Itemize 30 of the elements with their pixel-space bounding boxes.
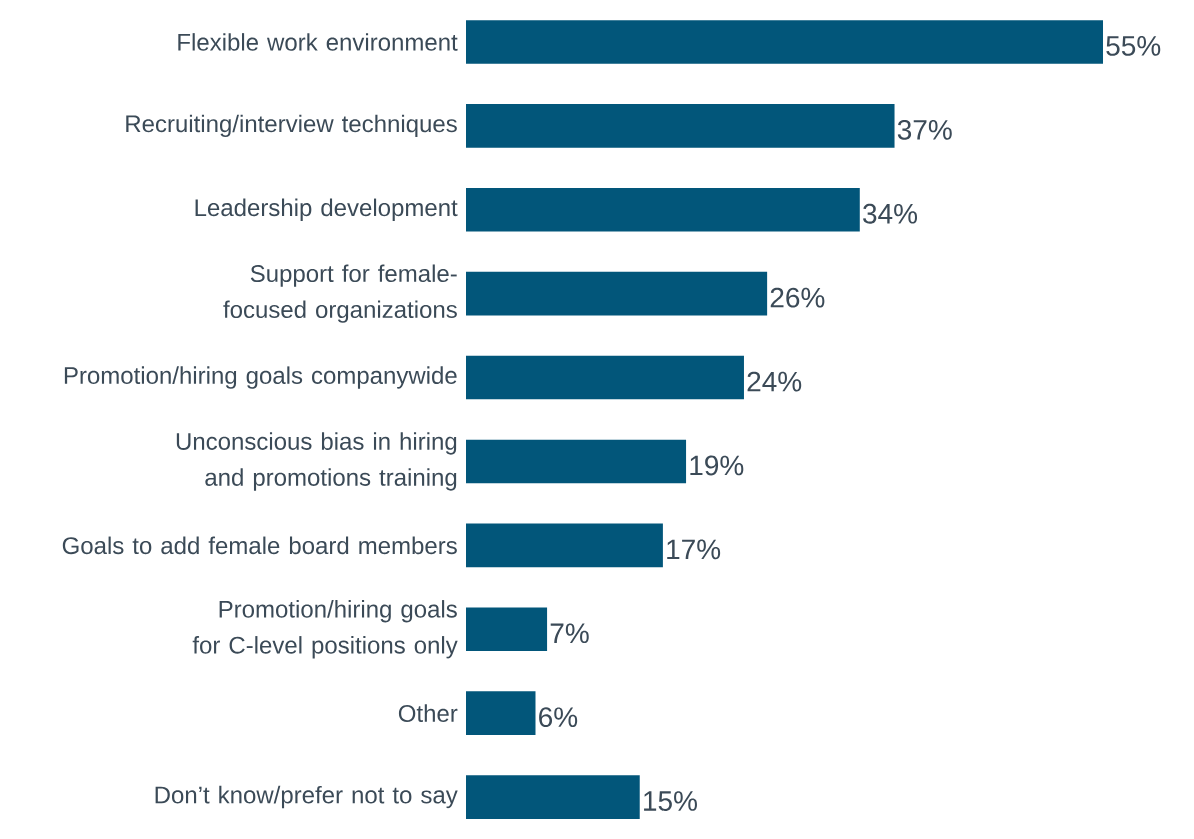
- data-label: 26%: [770, 287, 825, 308]
- data-label: 34%: [863, 203, 918, 224]
- data-label: 24%: [747, 371, 802, 392]
- y-tick-label: Don’t know/prefer not to say: [155, 785, 458, 809]
- y-tick-label: Promotion/hiring goals for C-level positions only: [192, 600, 458, 659]
- bar: [466, 691, 536, 735]
- data-label: 37%: [897, 119, 952, 140]
- bar: [466, 104, 895, 148]
- bar: [466, 607, 548, 652]
- y-tick-label: Promotion/hiring goals companywide: [64, 366, 457, 389]
- y-tick-label: Flexible work environment: [178, 33, 458, 51]
- bar: [466, 439, 687, 484]
- y-tick-label: Recruiting/interview techniques: [126, 114, 457, 138]
- bar: [466, 271, 768, 316]
- data-label: 7%: [550, 623, 589, 644]
- bar: [466, 775, 640, 819]
- data-label: 17%: [667, 539, 721, 560]
- bar: [466, 20, 1104, 64]
- data-label: 15%: [644, 791, 697, 811]
- data-label: 6%: [539, 707, 578, 728]
- bar: [466, 355, 744, 400]
- data-label: 55%: [1106, 36, 1161, 56]
- bar: [466, 523, 663, 568]
- data-label: 19%: [690, 455, 744, 476]
- y-tick-label: Support for female-focused organizations: [223, 264, 457, 323]
- y-tick-label: Other: [398, 704, 458, 722]
- y-tick-label: Goals to add female board members: [62, 536, 457, 555]
- y-tick-label: Unconscious bias in hiring and promotions training: [176, 432, 457, 491]
- bar: [466, 187, 860, 232]
- y-tick-label: Leadership development: [195, 198, 458, 221]
